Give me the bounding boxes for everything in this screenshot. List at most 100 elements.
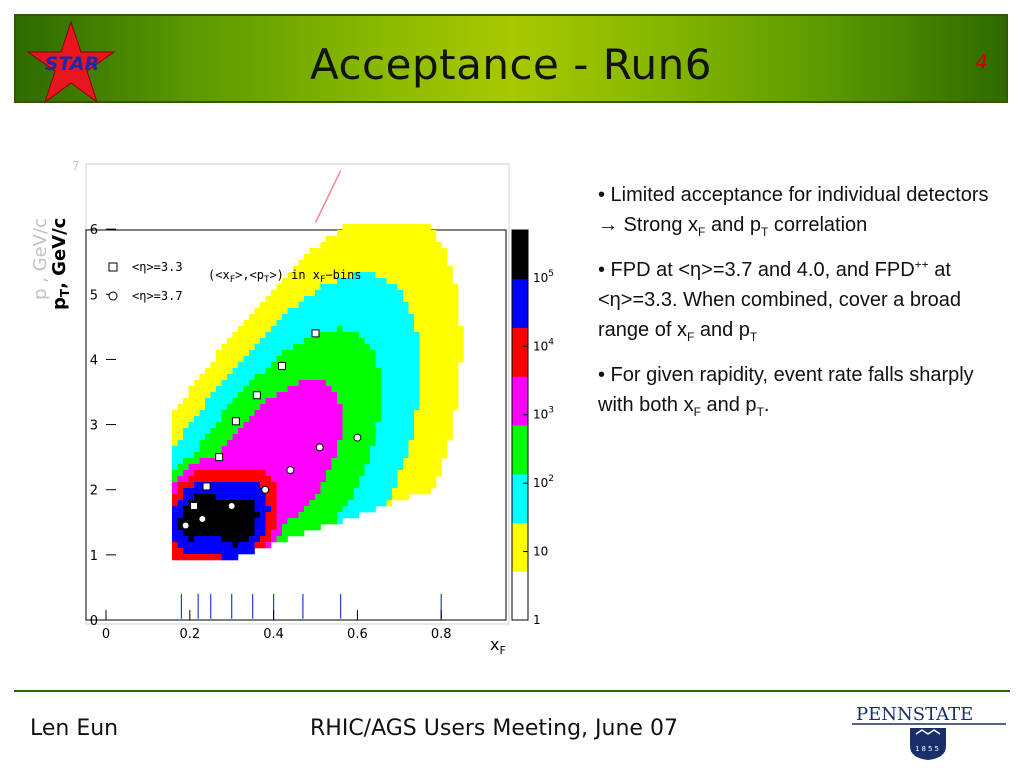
heatmap-cell: [386, 266, 393, 273]
colorbar-tick-label: 105: [533, 269, 554, 285]
heatmap-cell: [194, 536, 200, 543]
heatmap-cell: [326, 278, 332, 285]
heatmap-cell: [188, 482, 195, 489]
heatmap-cell: [293, 320, 299, 327]
heatmap-cell: [331, 308, 338, 315]
colorbar-band: [512, 425, 528, 475]
heatmap-cell: [199, 476, 206, 483]
heatmap-cell: [287, 392, 294, 399]
heatmap-cell: [403, 314, 409, 321]
pennstate-logo: PENNSTATE 1855: [852, 700, 1008, 762]
heatmap-cell: [194, 494, 200, 501]
heatmap-cell: [216, 512, 222, 519]
heatmap-cell: [188, 392, 195, 399]
heatmap-cell: [392, 266, 398, 273]
heatmap-cell: [370, 362, 376, 369]
heatmap-cell: [298, 416, 305, 423]
heatmap-cell: [194, 548, 200, 555]
heatmap-cell: [199, 374, 206, 381]
heatmap-cell: [320, 506, 327, 513]
heatmap-cell: [452, 386, 459, 393]
heatmap-cell: [227, 386, 233, 393]
heatmap-cell: [397, 416, 404, 423]
heatmap-cell: [293, 386, 299, 393]
heatmap-cell: [353, 512, 360, 519]
heatmap-cell: [232, 338, 239, 345]
heatmap-cell: [331, 392, 338, 399]
legend-note-3: >,<p: [235, 268, 264, 282]
heatmap-cell: [199, 542, 206, 549]
heatmap-cell: [232, 500, 239, 507]
heatmap-cell: [249, 386, 255, 393]
heatmap-cell: [331, 296, 338, 303]
heatmap-cell: [403, 488, 409, 495]
heatmap-cell: [419, 362, 426, 369]
heatmap-cell: [238, 512, 244, 519]
heatmap-cell: [320, 416, 327, 423]
heatmap-cell: [342, 224, 349, 231]
heatmap-cell: [392, 404, 398, 411]
heatmap-cell: [348, 506, 354, 513]
heatmap-cell: [381, 374, 387, 381]
heatmap-cell: [392, 446, 398, 453]
heatmap-cell: [331, 368, 338, 375]
heatmap-cell: [271, 476, 277, 483]
heatmap-cell: [238, 356, 244, 363]
heatmap-cell: [430, 416, 437, 423]
heatmap-cell: [408, 392, 415, 399]
bullet-1-c: and p: [705, 214, 761, 236]
heatmap-cell: [199, 506, 206, 513]
heatmap-cell: [381, 386, 387, 393]
heatmap-cell: [425, 284, 431, 291]
heatmap-cell: [298, 476, 305, 483]
heatmap-cell: [282, 404, 288, 411]
heatmap-cell: [403, 290, 409, 297]
heatmap-cell: [353, 320, 360, 327]
heatmap-cell: [194, 524, 200, 531]
heatmap-cell: [458, 344, 464, 351]
heatmap-cell: [425, 392, 431, 399]
heatmap-cell: [408, 278, 415, 285]
heatmap-cell: [188, 464, 195, 471]
heatmap-cell: [260, 326, 266, 333]
heatmap-cell: [172, 458, 178, 465]
heatmap-cell: [276, 458, 283, 465]
heatmap-cell: [227, 512, 233, 519]
heatmap-cell: [386, 452, 393, 459]
heatmap-cell: [441, 290, 448, 297]
heatmap-cell: [216, 530, 222, 537]
heatmap-cell: [375, 296, 382, 303]
heatmap-cell: [287, 296, 294, 303]
heatmap-cell: [326, 362, 332, 369]
heatmap-cell: [304, 500, 310, 507]
heatmap-cell: [254, 470, 261, 477]
heatmap-cell: [430, 344, 437, 351]
heatmap-cell: [309, 500, 316, 507]
heatmap-cell: [282, 476, 288, 483]
heatmap-cell: [425, 368, 431, 375]
heatmap-cell: [430, 458, 437, 465]
heatmap-cell: [381, 290, 387, 297]
heatmap-cell: [436, 296, 442, 303]
heatmap-cell: [238, 440, 244, 447]
heatmap-cell: [315, 494, 321, 501]
heatmap-cell: [348, 386, 354, 393]
heatmap-cell: [249, 344, 255, 351]
heatmap-cell: [348, 332, 354, 339]
bullet-3-sub1: F: [693, 405, 701, 419]
heatmap-cell: [265, 536, 272, 543]
heatmap-cell: [403, 284, 409, 291]
heatmap-cell: [309, 254, 316, 261]
heatmap-cell: [260, 458, 266, 465]
colorbar-tick-label: 1: [533, 613, 541, 627]
heatmap-cell: [194, 398, 200, 405]
heatmap-cell: [425, 350, 431, 357]
heatmap-cell: [188, 404, 195, 411]
heatmap-cell: [359, 356, 365, 363]
heatmap-cell: [359, 302, 365, 309]
heatmap-cell: [304, 524, 310, 531]
heatmap-cell: [408, 458, 415, 465]
heatmap-cell: [419, 236, 426, 243]
heatmap-cell: [397, 362, 404, 369]
